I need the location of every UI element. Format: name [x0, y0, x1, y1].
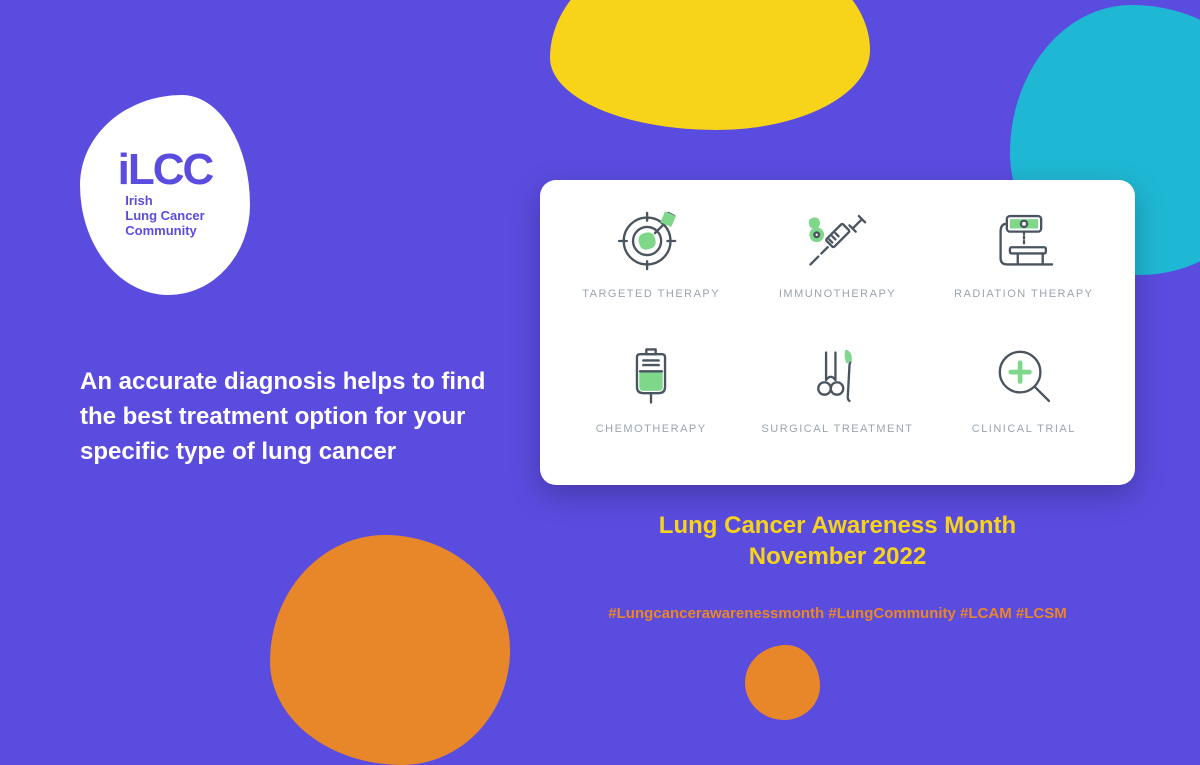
decorative-blob-orange: [270, 535, 510, 765]
surgical-tools-icon: [798, 337, 876, 415]
treatment-chemo: CHEMOTHERAPY: [558, 337, 744, 464]
decorative-blob-small-orange: [745, 645, 820, 720]
treatment-immunotherapy: IMMUNOTHERAPY: [744, 202, 930, 329]
radiation-machine-icon: [985, 202, 1063, 280]
logo-acronym: iLCC: [118, 151, 213, 188]
logo-subtitle: Irish Lung Cancer Community: [125, 194, 204, 239]
treatment-label: IMMUNOTHERAPY: [779, 288, 896, 300]
treatment-targeted: TARGETED THERAPY: [558, 202, 744, 329]
treatment-label: RADIATION THERAPY: [954, 288, 1093, 300]
headline-text: An accurate diagnosis helps to find the …: [80, 365, 510, 469]
treatment-clinical: CLINICAL TRIAL: [931, 337, 1117, 464]
logo: iLCC Irish Lung Cancer Community: [80, 95, 250, 295]
treatment-label: CHEMOTHERAPY: [596, 423, 707, 435]
treatment-surgical: SURGICAL TREATMENT: [744, 337, 930, 464]
iv-bag-icon: [612, 337, 690, 415]
magnifier-plus-icon: [985, 337, 1063, 415]
treatments-card: TARGETED THERAPY IMMUNOTHERAPY: [540, 180, 1135, 485]
treatment-label: SURGICAL TREATMENT: [761, 423, 913, 435]
treatment-radiation: RADIATION THERAPY: [931, 202, 1117, 329]
awareness-title: Lung Cancer Awareness Month November 202…: [540, 510, 1135, 572]
decorative-blob-yellow: [550, 0, 870, 130]
target-icon: [612, 202, 690, 280]
hashtags: #Lungcancerawarenessmonth #LungCommunity…: [540, 605, 1135, 622]
treatment-label: TARGETED THERAPY: [582, 288, 720, 300]
syringe-icon: [798, 202, 876, 280]
treatment-label: CLINICAL TRIAL: [972, 423, 1076, 435]
